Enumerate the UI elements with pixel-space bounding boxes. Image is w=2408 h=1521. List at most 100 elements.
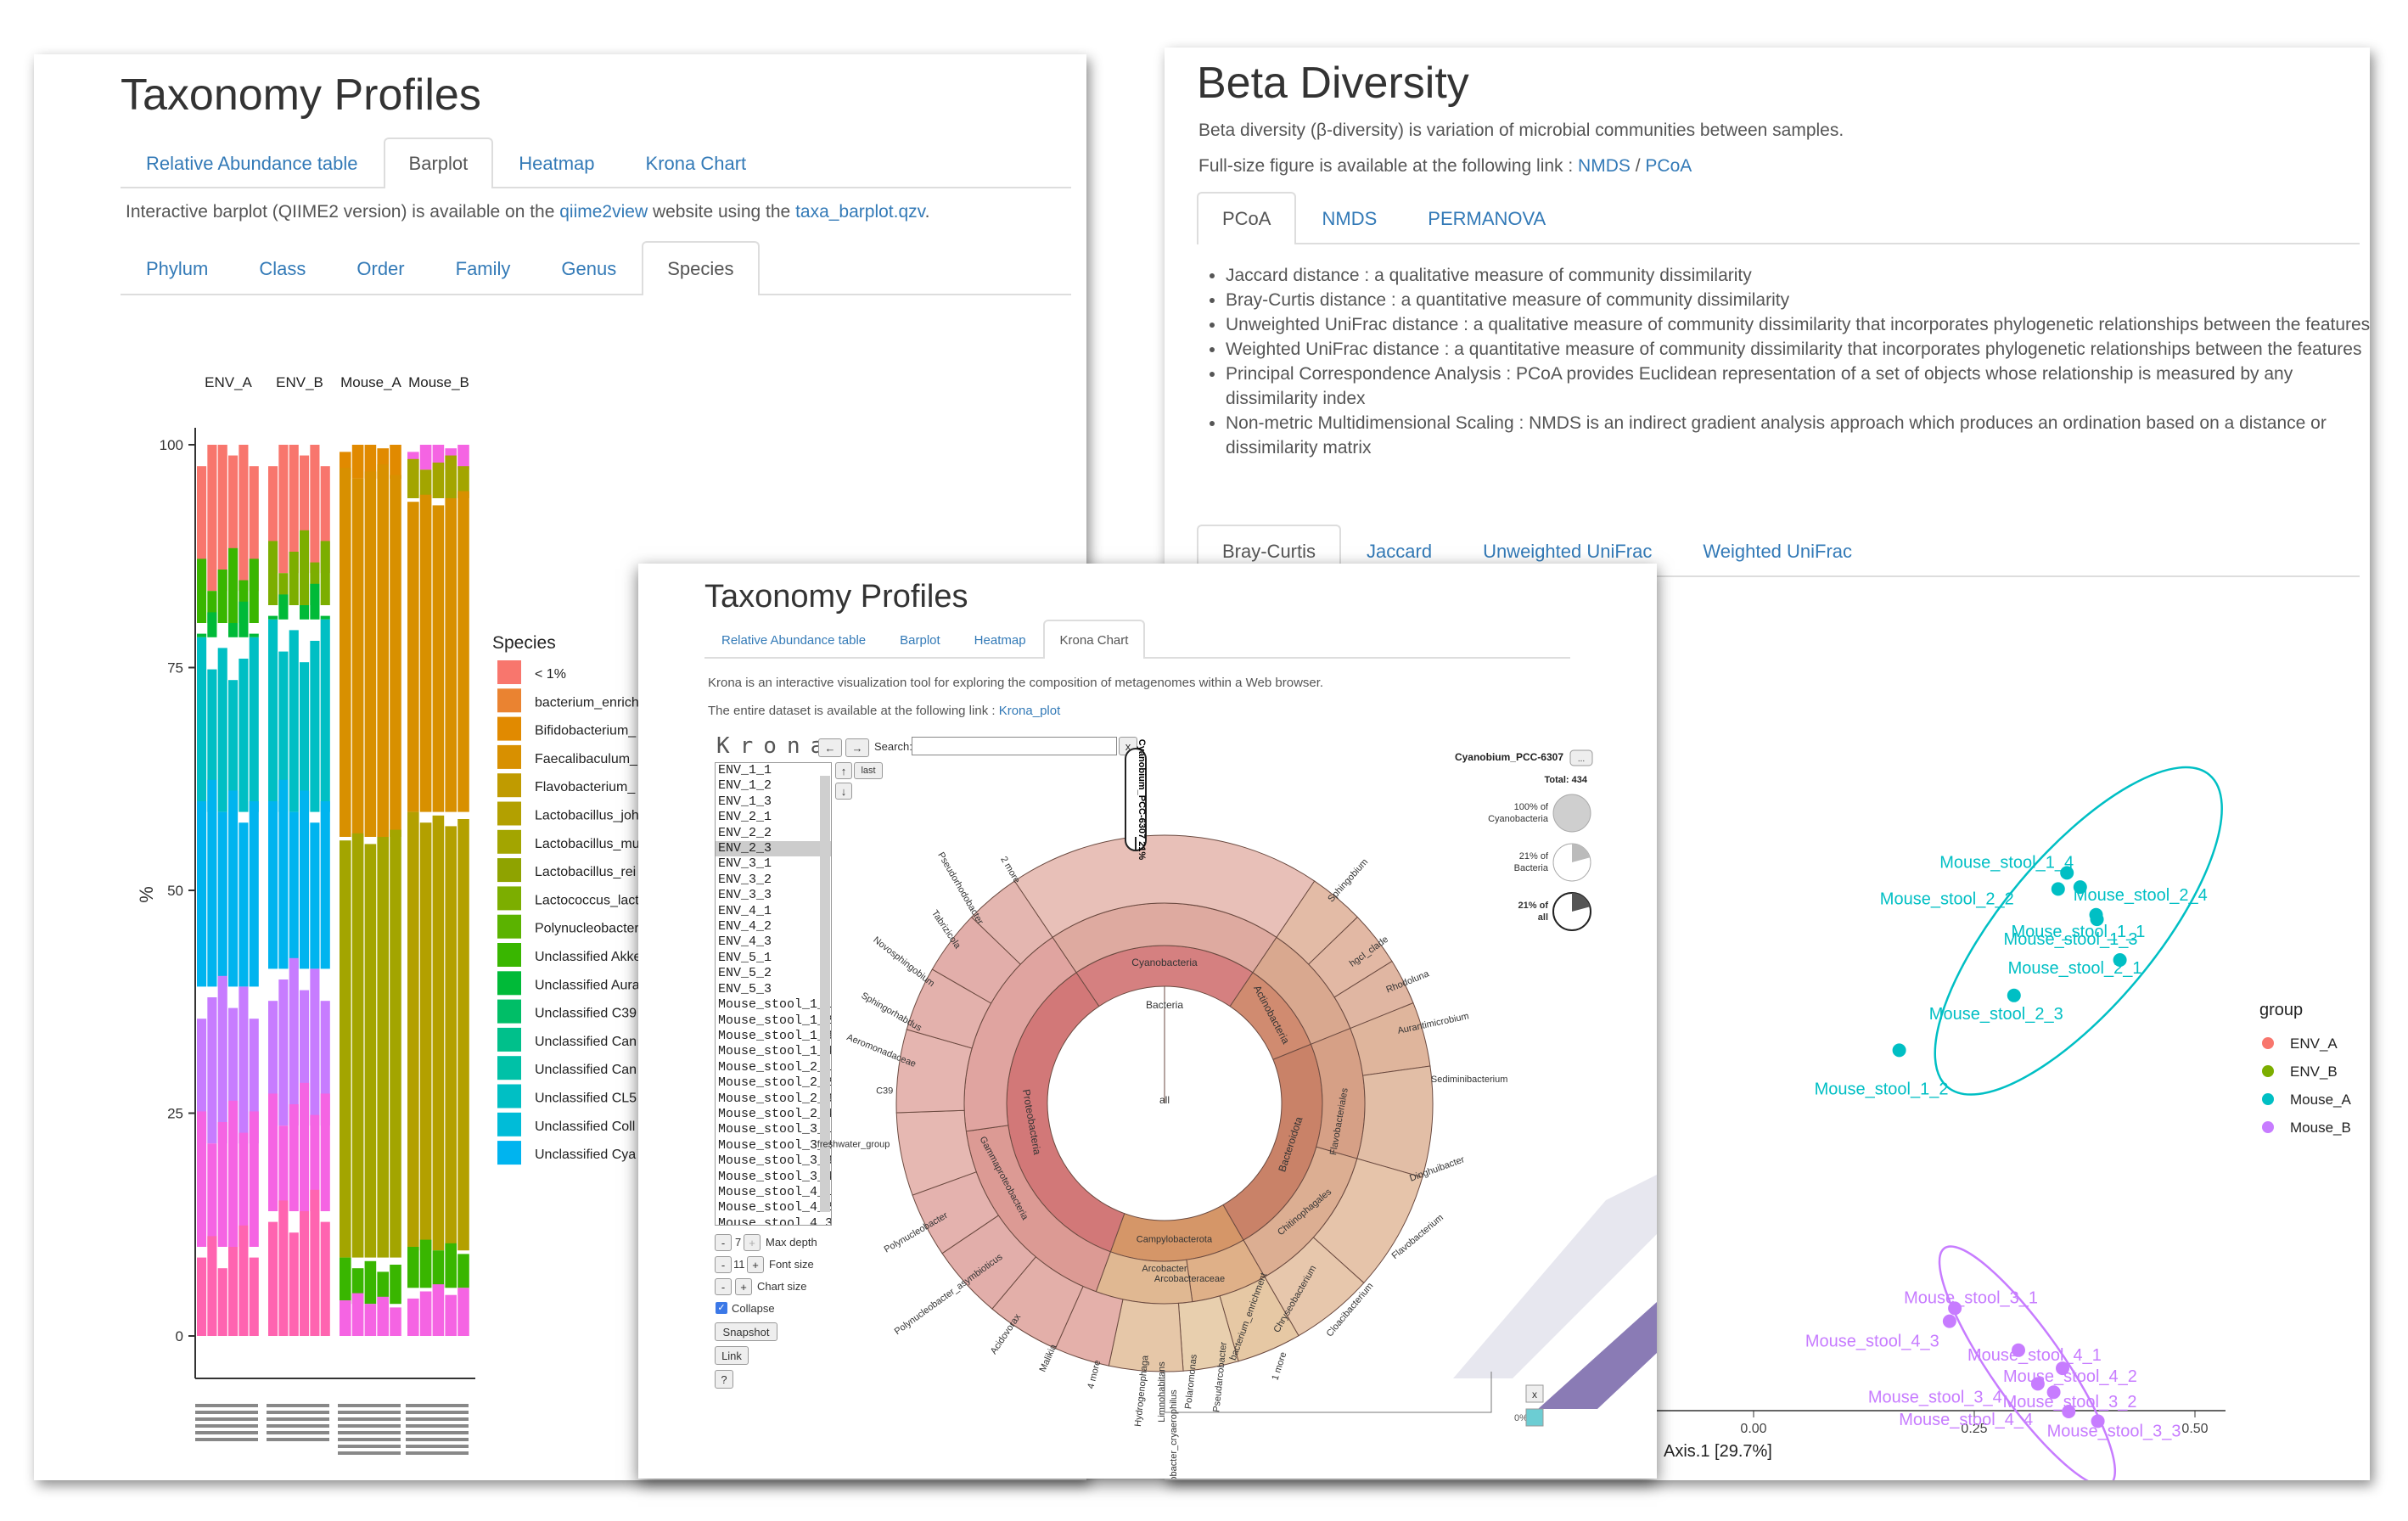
sample-list-item[interactable]: Mouse_stool_2_3	[718, 1091, 832, 1106]
bar-segment	[445, 1243, 457, 1288]
bar-segment	[320, 1221, 330, 1336]
bar-segment	[320, 1001, 330, 1126]
bar-segment	[197, 1019, 207, 1144]
bar-segment	[217, 1268, 227, 1336]
sample-list-item[interactable]: Mouse_stool_1_2	[718, 1013, 832, 1028]
point-label: Mouse_stool_4_3	[1805, 1333, 1939, 1351]
sample-list-item[interactable]: Mouse_stool_2_1	[718, 1059, 832, 1075]
tab-pcoa[interactable]: PCoA	[1197, 192, 1297, 244]
close-button[interactable]	[1525, 1384, 1544, 1403]
tab-jaccard[interactable]: Jaccard	[1367, 541, 1433, 562]
font-decrease-button[interactable]: -	[715, 1256, 732, 1273]
ring-genus[interactable]	[1356, 1065, 1434, 1178]
chart-increase-button[interactable]: +	[735, 1278, 752, 1295]
tab-family[interactable]: Family	[455, 258, 511, 279]
max-depth-label: Max depth	[766, 1236, 817, 1249]
bar-segment	[268, 1093, 278, 1211]
tab-relative-abundance[interactable]: Relative Abundance table	[721, 632, 867, 648]
sample-list-item[interactable]: Mouse_stool_3_2	[718, 1137, 832, 1153]
sample-list-item[interactable]: ENV_3_1	[718, 856, 772, 872]
sample-list[interactable]: ENV_1_1 ENV_1_2 ENV_1_3 ENV_2_1 ENV_2_2 ENV_2…	[715, 762, 832, 1226]
sample-list-item[interactable]: ENV_2_1	[718, 810, 772, 825]
tab-relative-abundance[interactable]: Relative Abundance table	[146, 153, 358, 174]
sample-list-item[interactable]: Mouse_stool_1_3	[718, 1028, 832, 1043]
chart-decrease-button[interactable]: -	[715, 1278, 732, 1295]
sample-list-item[interactable]: ENV_3_2	[718, 872, 772, 887]
sample-list-item[interactable]: Mouse_stool_3_4	[718, 1169, 832, 1184]
color-swatch[interactable]	[1525, 1408, 1544, 1427]
search-input[interactable]	[912, 737, 1117, 755]
tab-weighted-unifrac[interactable]: Weighted UniFrac	[1703, 541, 1853, 562]
snapshot-button[interactable]: Snapshot	[715, 1322, 777, 1341]
taxa-barplot-link[interactable]: taxa_barplot.qzv	[795, 202, 925, 222]
tab-heatmap[interactable]: Heatmap	[974, 632, 1026, 648]
pcoa-link[interactable]: PCoA	[1645, 156, 1692, 176]
bar-segment	[300, 1211, 310, 1336]
sample-list-item[interactable]: ENV_3_3	[718, 888, 772, 903]
nmds-link[interactable]: NMDS	[1578, 156, 1631, 176]
details-more-button[interactable]	[1569, 749, 1593, 766]
point-label: Mouse_stool_1_4	[1939, 853, 2074, 872]
sample-list-item[interactable]: Mouse_stool_4_3	[718, 1215, 832, 1226]
forward-button[interactable]: →	[845, 738, 869, 757]
sample-tick-label	[195, 1431, 258, 1434]
back-button[interactable]: ←	[818, 738, 842, 757]
tab-genus[interactable]: Genus	[561, 258, 617, 279]
link-button[interactable]: Link	[715, 1346, 749, 1365]
next-button[interactable]: ↓	[835, 783, 852, 800]
last-button[interactable]: last	[854, 762, 883, 779]
sample-list-item[interactable]: Mouse_stool_3_1	[718, 1122, 832, 1137]
sample-list-item[interactable]: ENV_5_2	[718, 966, 772, 981]
details-pct: 21% of	[1518, 901, 1549, 911]
bar-segment	[377, 464, 389, 837]
tab-phylum[interactable]: Phylum	[146, 258, 209, 279]
collapse-checkbox[interactable]: ✓	[716, 1302, 727, 1314]
scatter-point	[1948, 1301, 1962, 1316]
sample-list-item[interactable]: ENV_4_1	[718, 903, 772, 918]
depth-decrease-button[interactable]: -	[715, 1234, 732, 1251]
tab-barplot[interactable]: Barplot	[383, 138, 494, 188]
bar-segment	[419, 822, 432, 1251]
qiime2view-link[interactable]: qiime2view	[559, 202, 648, 222]
tab-order[interactable]: Order	[356, 258, 405, 279]
tab-nmds[interactable]: NMDS	[1322, 208, 1378, 229]
sample-list-item[interactable]: ENV_2_2	[718, 825, 772, 840]
facet-bars	[407, 445, 469, 1336]
tab-barplot[interactable]: Barplot	[900, 632, 940, 648]
sample-list-item[interactable]: Mouse_stool_4_1	[718, 1184, 832, 1199]
scatter-point	[2062, 1405, 2076, 1418]
tab-permanova[interactable]: PERMANOVA	[1428, 208, 1546, 229]
sample-list-item[interactable]: ENV_1_1	[718, 763, 772, 777]
tab-krona-chart[interactable]: Krona Chart	[645, 153, 747, 174]
font-increase-button[interactable]: +	[747, 1256, 764, 1273]
sample-list-item[interactable]: ENV_2_3	[716, 841, 831, 857]
sample-list-item[interactable]: ENV_4_2	[718, 919, 772, 934]
list-scrollbar[interactable]	[820, 776, 830, 1212]
tab-krona-chart[interactable]: Krona Chart	[1042, 620, 1146, 659]
bar-segment	[310, 822, 320, 969]
tab-species[interactable]: Species	[642, 241, 760, 295]
selected-callout[interactable]: Cyanobium_PCC-6307 21%	[1125, 739, 1147, 861]
help-button[interactable]: ?	[715, 1370, 733, 1389]
sample-list-item[interactable]: ENV_5_1	[718, 950, 772, 965]
sample-list-item[interactable]: Mouse_stool_2_2	[718, 1075, 832, 1091]
tab-heatmap[interactable]: Heatmap	[519, 153, 595, 174]
level-tabs: Phylum Class Order Family Genus Species	[121, 241, 1071, 295]
sample-list-item[interactable]: Mouse_stool_1_4	[718, 1044, 832, 1059]
genus-label: Sphingobium	[1326, 857, 1370, 905]
krona-plot-link[interactable]: Krona_plot	[998, 704, 1061, 718]
sample-list-item[interactable]: Mouse_stool_2_4	[718, 1106, 832, 1121]
ring-genus[interactable]	[970, 880, 1053, 965]
tab-class[interactable]: Class	[259, 258, 306, 279]
decorative-stripe	[1538, 1302, 1657, 1409]
sample-list-item[interactable]: Mouse_stool_4_2	[718, 1200, 832, 1215]
tab-unweighted-unifrac[interactable]: Unweighted UniFrac	[1483, 541, 1653, 562]
sample-list-item[interactable]: ENV_5_3	[718, 981, 772, 996]
sample-list-item[interactable]: Mouse_stool_3_3	[718, 1153, 832, 1169]
first-button[interactable]: ↑	[835, 762, 852, 779]
sample-list-item[interactable]: ENV_4_3	[718, 934, 772, 950]
sample-list-item[interactable]: ENV_1_3	[718, 794, 772, 809]
sample-list-item[interactable]: Mouse_stool_1_1	[718, 997, 832, 1013]
sample-list-item[interactable]: ENV_1_2	[718, 778, 772, 794]
depth-increase-button[interactable]: +	[744, 1234, 761, 1251]
